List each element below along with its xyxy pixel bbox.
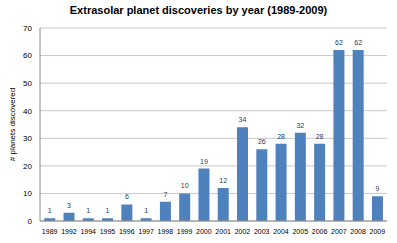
svg-text:1999: 1999 [177, 228, 193, 235]
svg-text:1997: 1997 [138, 228, 154, 235]
svg-text:28: 28 [277, 133, 285, 140]
svg-text:3: 3 [67, 202, 71, 209]
svg-text:30: 30 [23, 134, 32, 143]
svg-text:1: 1 [144, 207, 148, 214]
svg-text:2004: 2004 [273, 228, 289, 235]
svg-text:1994: 1994 [80, 228, 96, 235]
svg-text:2008: 2008 [350, 228, 366, 235]
svg-text:12: 12 [219, 177, 227, 184]
svg-text:62: 62 [354, 39, 362, 46]
svg-text:1989: 1989 [42, 228, 58, 235]
svg-text:70: 70 [23, 24, 32, 33]
svg-text:2009: 2009 [370, 228, 386, 235]
svg-text:2003: 2003 [254, 228, 270, 235]
svg-text:10: 10 [181, 182, 189, 189]
svg-text:1: 1 [48, 207, 52, 214]
svg-text:26: 26 [258, 138, 266, 145]
svg-text:19: 19 [200, 158, 208, 165]
svg-text:2000: 2000 [196, 228, 212, 235]
svg-text:2006: 2006 [312, 228, 328, 235]
svg-text:40: 40 [23, 107, 32, 116]
svg-text:32: 32 [296, 122, 304, 129]
svg-text:2007: 2007 [331, 228, 347, 235]
svg-text:1996: 1996 [119, 228, 135, 235]
svg-text:28: 28 [316, 133, 324, 140]
svg-text:34: 34 [239, 116, 247, 123]
svg-text:1998: 1998 [158, 228, 174, 235]
svg-text:60: 60 [23, 51, 32, 60]
svg-text:1: 1 [86, 207, 90, 214]
svg-text:1: 1 [106, 207, 110, 214]
svg-text:2002: 2002 [235, 228, 251, 235]
svg-text:1992: 1992 [61, 228, 77, 235]
svg-text:20: 20 [23, 162, 32, 171]
svg-text:0: 0 [28, 217, 33, 226]
svg-text:1995: 1995 [100, 228, 116, 235]
svg-text:9: 9 [376, 185, 380, 192]
svg-text:# planets discovered: # planets discovered [8, 88, 17, 161]
svg-text:2005: 2005 [292, 228, 308, 235]
svg-text:2001: 2001 [215, 228, 231, 235]
svg-text:62: 62 [335, 39, 343, 46]
svg-text:50: 50 [23, 79, 32, 88]
svg-text:7: 7 [163, 191, 167, 198]
html-text:Extrasolar planet discoveries: Extrasolar planet discoveries by year (1… [69, 4, 328, 16]
svg-text:10: 10 [23, 189, 32, 198]
svg-text:6: 6 [125, 193, 129, 200]
